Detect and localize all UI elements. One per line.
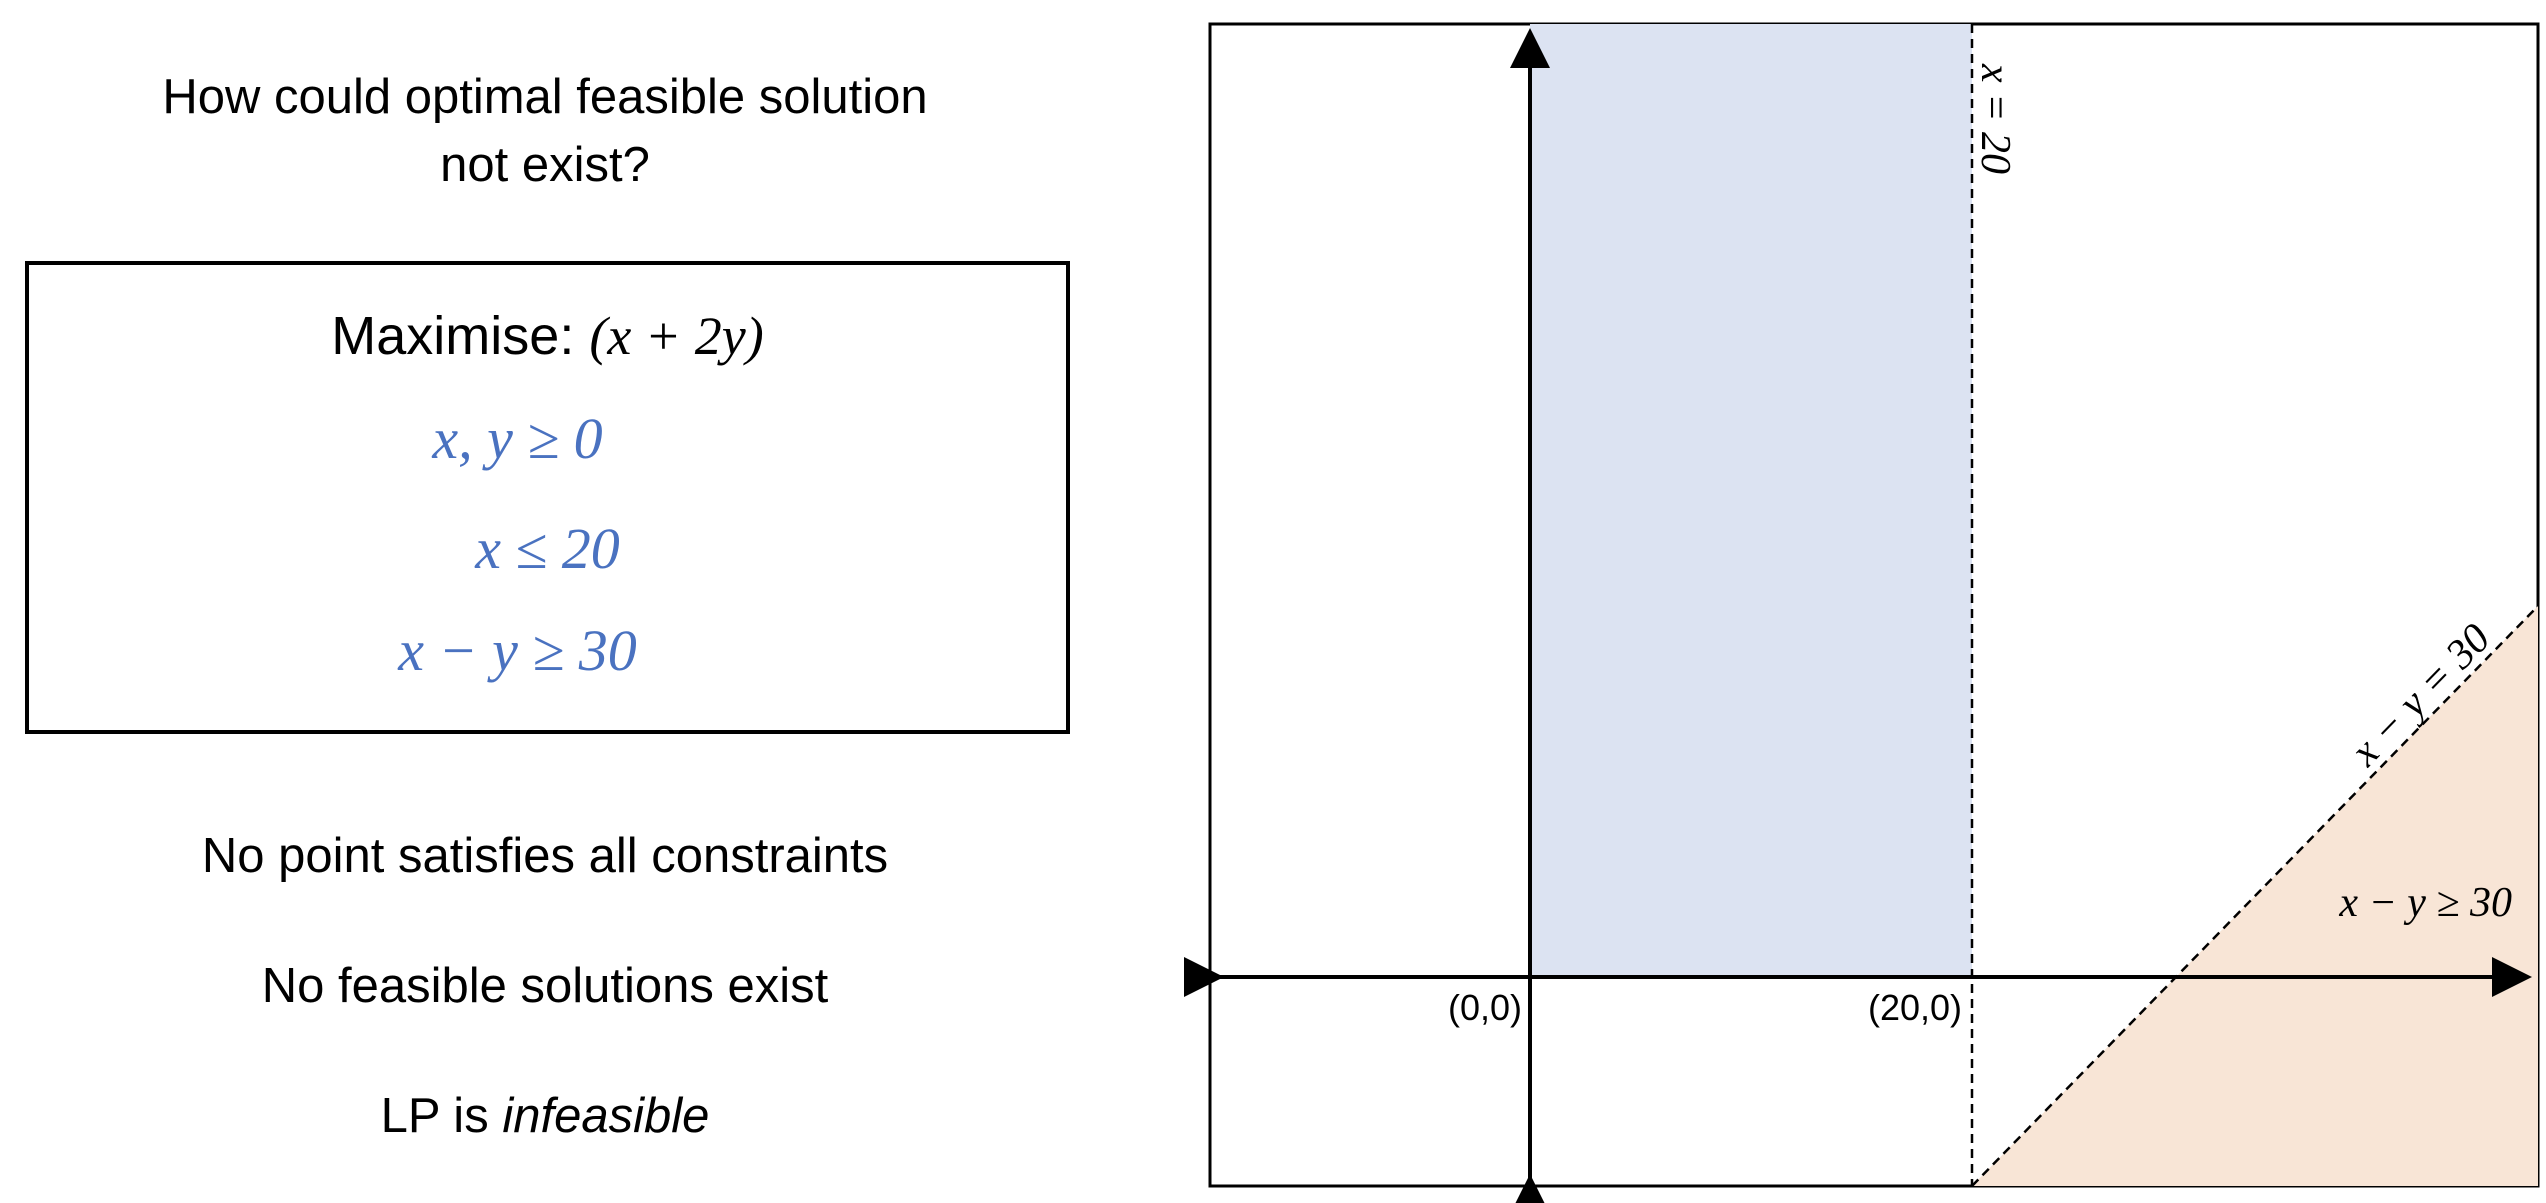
statement-no-feasible: No feasible solutions exist xyxy=(261,959,829,1013)
statement-infeasible-prefix: LP is xyxy=(380,1089,503,1143)
region-x-minus-y-label: x − y ≥ 30 xyxy=(2338,880,2512,926)
objective-label: Maximise: xyxy=(331,306,575,366)
line-x-minus-y-equals-30 xyxy=(1971,605,2539,1187)
objective-expression: (x + 2y) xyxy=(589,306,764,366)
constraint-x-minus-y: x − y ≥ 30 xyxy=(398,618,637,683)
constraint-x-max: x ≤ 20 xyxy=(475,516,620,581)
left-panel: How could optimal feasible solution not … xyxy=(0,0,1090,1203)
region-x-between-0-and-20 xyxy=(1530,24,1972,977)
question-line-1: How could optimal feasible solution xyxy=(162,70,928,124)
constraint-nonnegativity: x, y ≥ 0 xyxy=(432,406,603,471)
question-line-2: not exist? xyxy=(440,138,650,192)
statement-infeasible-emphasis: infeasible xyxy=(502,1089,710,1143)
line-x-equals-20-label: x = 20 xyxy=(1972,63,2018,174)
statement-no-point: No point satisfies all constraints xyxy=(201,829,889,883)
objective: Maximise: (x + 2y) xyxy=(29,305,1066,367)
lp-definition-box: Maximise: (x + 2y) x, y ≥ 0 x ≤ 20 x − y… xyxy=(25,261,1070,734)
statement-infeasible: LP is infeasible xyxy=(60,1088,1030,1144)
origin-label: (0,0) xyxy=(1448,987,1522,1028)
point-20-0-label: (20,0) xyxy=(1868,987,1962,1028)
